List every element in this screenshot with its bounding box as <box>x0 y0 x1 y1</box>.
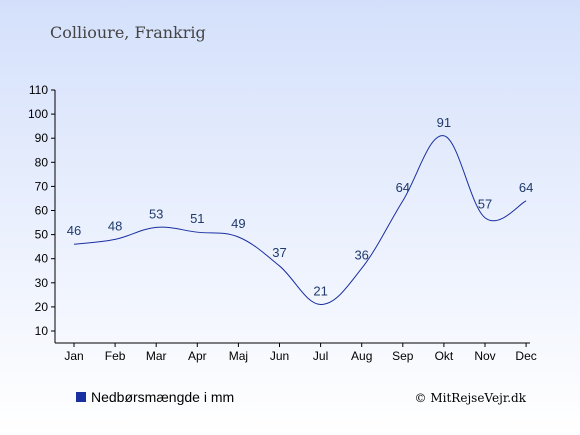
data-label: 49 <box>231 216 245 231</box>
data-label: 51 <box>190 211 204 226</box>
y-tick-label: 10 <box>35 324 49 338</box>
copyright-text: © MitRejseVejr.dk <box>415 391 527 405</box>
x-tick-label: Dec <box>515 349 536 363</box>
y-tick-label: 50 <box>35 228 49 242</box>
data-label: 64 <box>396 180 410 195</box>
data-label: 36 <box>354 247 368 262</box>
x-tick-label: Jan <box>64 349 83 363</box>
x-tick-label: Aug <box>351 349 372 363</box>
x-tick-label: Jul <box>313 349 328 363</box>
y-tick-label: 70 <box>35 179 49 193</box>
x-tick-label: Sep <box>392 349 414 363</box>
data-label: 37 <box>272 245 286 260</box>
y-tick-label: 110 <box>29 83 48 97</box>
x-tick-label: Okt <box>435 349 454 363</box>
x-tick-label: Feb <box>105 349 126 363</box>
data-label: 57 <box>478 197 492 212</box>
x-tick-label: Maj <box>229 349 248 363</box>
y-tick-label: 30 <box>35 276 49 290</box>
y-tick-label: 80 <box>35 155 49 169</box>
data-label: 91 <box>437 115 451 130</box>
x-tick-label: Mar <box>146 349 167 363</box>
x-tick-label: Apr <box>188 349 207 363</box>
axes: 10 20 30 40 50 60 70 80 90 100 110 Jan Feb Mar Apr Maj J… <box>28 83 537 363</box>
legend-marker <box>76 392 86 402</box>
data-labels: 46 48 53 51 49 37 21 36 64 91 57 64 <box>67 115 534 299</box>
data-label: 53 <box>149 206 163 221</box>
x-tick-label: Jun <box>270 349 289 363</box>
chart-title: Collioure, Frankrig <box>50 23 206 42</box>
series-layer <box>73 135 527 305</box>
x-tick-label: Nov <box>474 349 495 363</box>
legend-label: Nedbørsmængde i mm <box>91 389 234 405</box>
data-label: 21 <box>313 283 327 298</box>
series-line <box>73 135 527 305</box>
y-tick-label: 40 <box>35 252 49 266</box>
data-label: 64 <box>519 180 533 195</box>
y-tick-label: 100 <box>28 107 48 121</box>
y-tick-label: 90 <box>35 131 49 145</box>
y-tick-label: 60 <box>35 204 49 218</box>
data-label: 46 <box>67 223 81 238</box>
y-tick-label: 20 <box>35 300 49 314</box>
data-label: 48 <box>108 218 122 233</box>
